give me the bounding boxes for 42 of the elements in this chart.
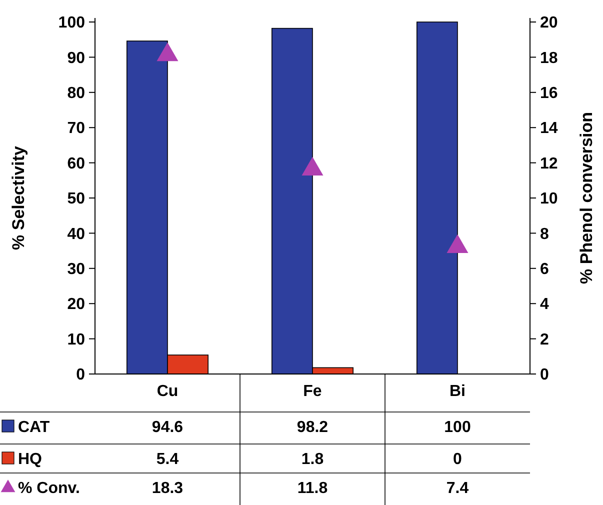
y-tick-label: 40 bbox=[67, 226, 86, 243]
y2-tick-label: 0 bbox=[540, 366, 549, 384]
y2-tick-label: 14 bbox=[540, 120, 558, 138]
y2-tick-label: 16 bbox=[540, 85, 558, 102]
data-label: 100 bbox=[444, 419, 471, 436]
data-label: 5.4 bbox=[156, 451, 179, 468]
x-tick-label: Fe bbox=[303, 383, 322, 400]
data-label: 1.8 bbox=[301, 451, 324, 468]
y-tick-label: 20 bbox=[67, 296, 86, 314]
y2-tick-label: 2 bbox=[540, 331, 549, 348]
legend-label: HQ bbox=[18, 451, 42, 468]
legend-label: % Conv. bbox=[18, 480, 80, 497]
y-tick-label: 30 bbox=[67, 261, 86, 278]
x-tick-label: Cu bbox=[156, 383, 178, 400]
y-tick-label: 70 bbox=[67, 120, 86, 138]
y-tick-label: 90 bbox=[67, 50, 86, 67]
y2-tick-label: 18 bbox=[540, 50, 558, 67]
y-axis-title: % Selectivity bbox=[9, 145, 28, 250]
data-label: 11.8 bbox=[297, 480, 328, 497]
y2-axis-title: % Phenol conversion bbox=[577, 112, 596, 284]
legend-label: CAT bbox=[18, 419, 50, 436]
x-tick-label: Bi bbox=[450, 383, 466, 400]
y-tick-label: 100 bbox=[58, 14, 86, 32]
data-label: 18.3 bbox=[152, 480, 184, 497]
data-label: 0 bbox=[453, 451, 462, 468]
y2-tick-label: 8 bbox=[540, 226, 549, 243]
y2-tick-label: 6 bbox=[540, 261, 549, 278]
y-tick-label: 50 bbox=[67, 190, 86, 208]
y-tick-label: 80 bbox=[67, 85, 86, 102]
y-tick-label: 10 bbox=[67, 331, 86, 348]
data-label: 98.2 bbox=[296, 419, 328, 436]
data-label: 94.6 bbox=[152, 419, 184, 436]
point bbox=[302, 156, 324, 176]
point bbox=[156, 42, 178, 62]
point bbox=[446, 234, 468, 253]
y2-tick-label: 10 bbox=[540, 190, 558, 208]
y2-tick-label: 20 bbox=[540, 14, 558, 32]
y-tick-label: 60 bbox=[67, 155, 86, 172]
y2-tick-label: 12 bbox=[540, 155, 558, 172]
data-label: 7.4 bbox=[446, 480, 469, 497]
y-tick-label: 0 bbox=[76, 366, 86, 384]
y2-tick-label: 4 bbox=[540, 296, 549, 314]
